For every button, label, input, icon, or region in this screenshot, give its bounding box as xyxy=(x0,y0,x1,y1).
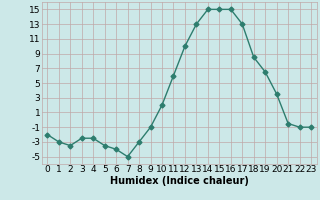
X-axis label: Humidex (Indice chaleur): Humidex (Indice chaleur) xyxy=(110,176,249,186)
